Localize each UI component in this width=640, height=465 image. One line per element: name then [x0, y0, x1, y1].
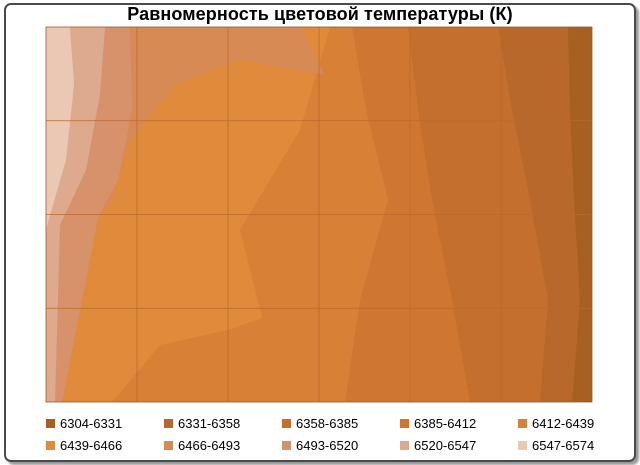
legend-label: 6331-6358: [178, 415, 241, 431]
legend-item: 6439-6466: [46, 436, 164, 454]
legend-label: 6304-6331: [60, 415, 123, 431]
legend-item: 6304-6331: [46, 414, 164, 432]
legend-item: 6466-6493: [164, 436, 282, 454]
gridlines: [46, 27, 592, 402]
legend-swatch: [164, 440, 173, 450]
legend-label: 6493-6520: [296, 437, 359, 453]
legend-label: 6412-6439: [532, 415, 595, 431]
legend-swatch: [46, 440, 55, 450]
legend-swatch: [282, 418, 291, 428]
legend-swatch: [400, 440, 409, 450]
legend-item: 6331-6358: [164, 414, 282, 432]
legend-label: 6547-6574: [532, 437, 595, 453]
band-6547-6574: [46, 27, 74, 230]
legend-label: 6439-6466: [60, 437, 123, 453]
legend-swatch: [518, 418, 527, 428]
legend-item: 6385-6412: [400, 414, 518, 432]
legend-item: 6412-6439: [518, 414, 636, 432]
legend-swatch: [518, 440, 527, 450]
legend-label: 6358-6385: [296, 415, 359, 431]
chart-title: Равномерность цветовой температуры (К): [127, 4, 513, 24]
legend-swatch: [164, 418, 173, 428]
legend-swatch: [400, 418, 409, 428]
legend-item: 6493-6520: [282, 436, 400, 454]
legend-label: 6520-6547: [414, 437, 477, 453]
legend-item: 6520-6547: [400, 436, 518, 454]
legend-label: 6466-6493: [178, 437, 241, 453]
legend-item: 6547-6574: [518, 436, 636, 454]
legend-swatch: [46, 418, 55, 428]
legend-item: 6358-6385: [282, 414, 400, 432]
legend-label: 6385-6412: [414, 415, 477, 431]
legend-swatch: [282, 440, 291, 450]
legend: 6304-6331 6331-6358 6358-6385 6385-6412 6412…: [46, 414, 636, 454]
plot-border: [45, 26, 593, 403]
